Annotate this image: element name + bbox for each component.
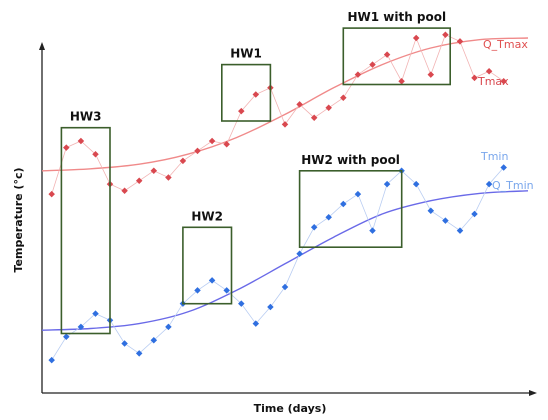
tmin-point [456,227,464,234]
tmin-point [485,180,493,188]
q-tmax-curve [41,37,529,172]
annotation-label-hw2: HW2 [191,209,223,223]
tmax-point [296,101,303,108]
y-axis-title: Temperature (°c) [12,167,25,272]
y-axis-arrow [39,42,45,50]
tmin-point [77,323,85,331]
series-label-q-tmin: Q_Tmin [492,179,534,192]
tmin-point [340,200,347,208]
tmin-point [223,287,230,294]
tmin-point [238,300,245,307]
tmin-point [412,180,420,188]
tmin-point [500,164,507,171]
tmax-point [121,187,128,195]
annotation-box-hw2-with-pool [298,170,403,249]
tmax-point [471,74,478,82]
tmin-point [281,283,289,291]
tmax-point [92,150,99,158]
annotation-box-hw2 [182,226,233,305]
tmin-point [427,207,435,214]
tmax-point [485,67,493,75]
tmax-point [208,137,216,145]
x-axis-arrow [529,390,537,396]
tmax-point [179,157,187,165]
tmax-point [340,94,347,102]
tmin-point [121,340,128,347]
tmin-point [208,277,216,284]
tmin-point [252,320,260,327]
tmax-point [398,77,405,85]
tmax-point [238,107,245,115]
annotation-label-hw2-with-pool: HW2 with pool [301,153,400,167]
annotation-box-hw1 [221,63,272,122]
tmin-point [369,227,376,234]
series-label-tmax: Tmax [477,75,509,88]
x-axis-title: Time (days) [254,402,327,415]
tmax-point [456,38,464,45]
tmax-point [223,141,230,148]
tmax-point [427,71,435,78]
tmin-point [442,217,449,224]
tmin-point [48,356,55,364]
tmin-point [267,303,274,311]
annotation-box-hw1-with-pool [342,27,451,86]
tmin-connector-line [51,167,505,361]
tmin-point [135,350,143,357]
tmin-point [383,180,391,188]
tmin-point [471,210,478,218]
tmax-point [354,71,362,78]
tmax-point [63,144,70,151]
tmax-point [442,31,449,38]
tmax-point [165,174,172,181]
tmax-point [281,121,289,128]
tmax-point [369,61,376,68]
tmax-point [135,177,143,185]
tmax-point [383,51,391,58]
tmax-point [48,190,55,198]
series-label-tmin: Tmin [480,150,508,163]
annotation-label-hw1: HW1 [230,47,262,61]
tmin-point [310,224,318,231]
tmax-point [150,167,158,175]
tmax-point [77,137,85,145]
tmax-point [412,34,420,42]
tmin-point [150,336,158,344]
tmin-point [296,250,303,258]
tmax-connector-line [51,34,504,195]
series-label-q-tmax: Q_Tmax [483,38,528,51]
annotation-label-hw3: HW3 [70,110,102,124]
tmax-point [194,147,201,155]
tmin-point [354,190,362,198]
tmin-point [194,287,201,294]
tmin-point [63,333,70,341]
q-tmin-curve [41,190,529,331]
tmax-point [325,104,332,112]
annotation-box-hw3 [60,126,111,335]
tmin-point [325,214,332,221]
annotation-label-hw1-with-pool: HW1 with pool [347,10,446,24]
